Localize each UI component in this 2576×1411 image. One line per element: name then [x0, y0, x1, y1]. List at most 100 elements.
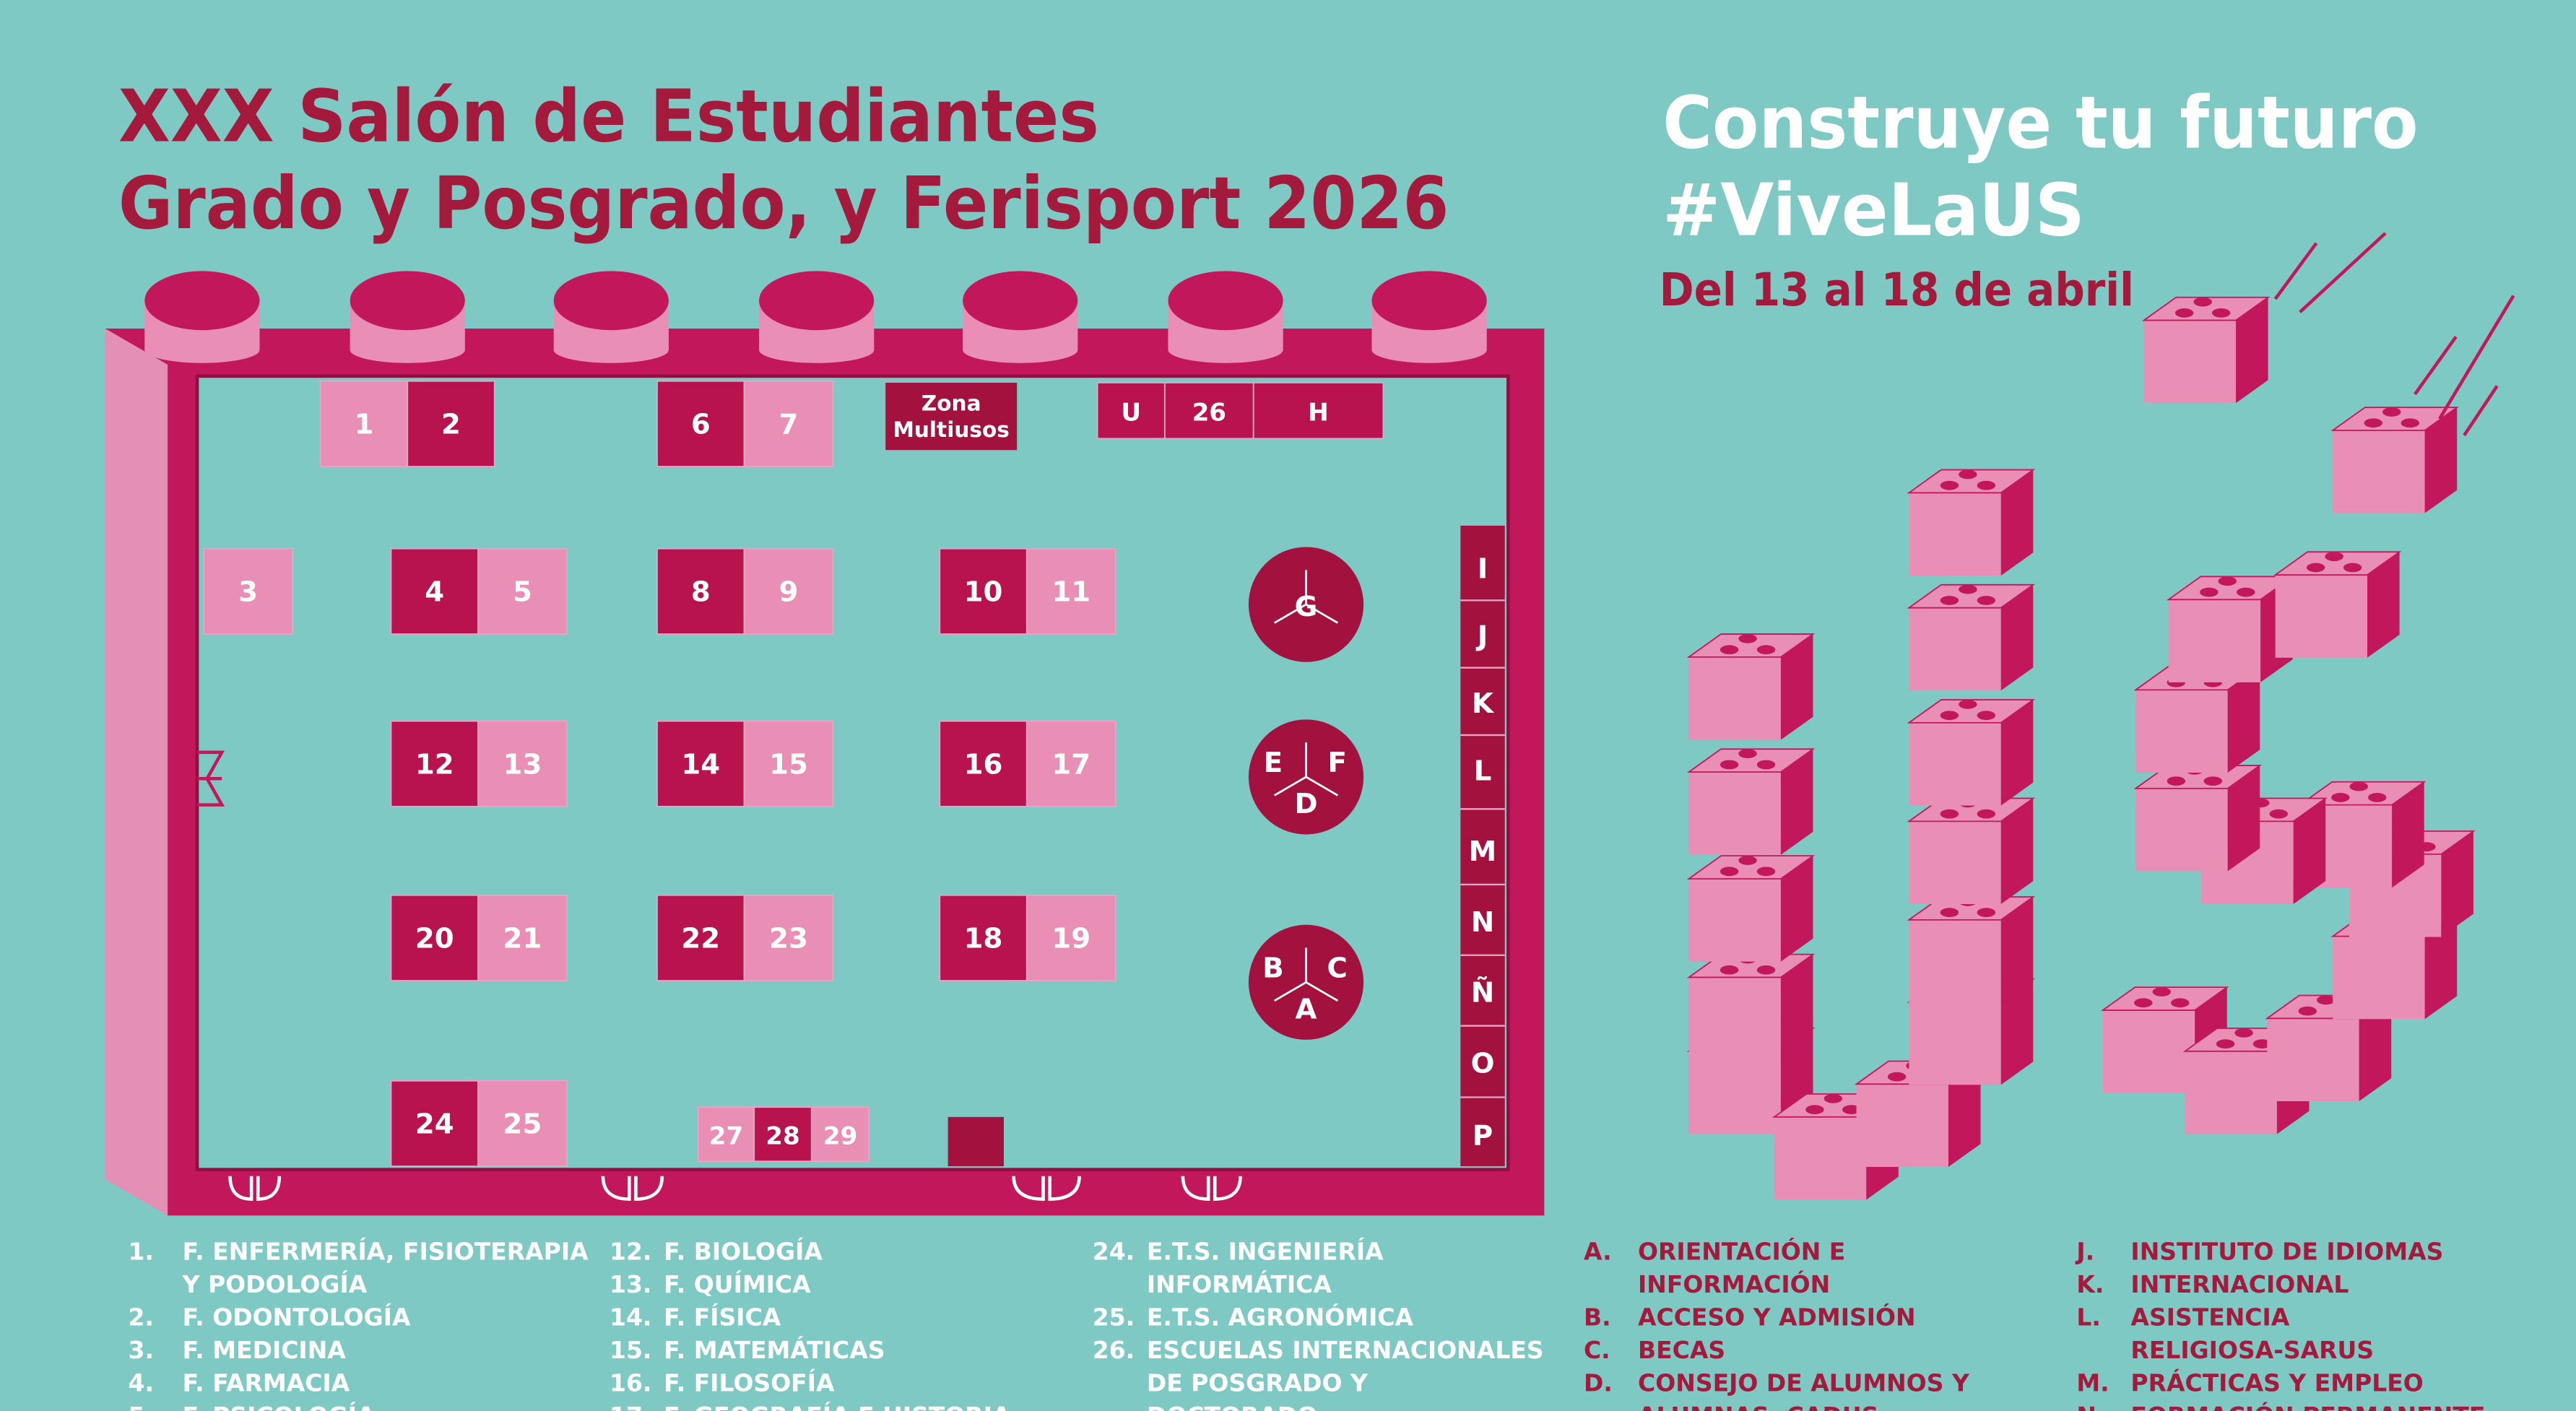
legend-text: F. FILOSOFÍA — [664, 1368, 835, 1397]
circle-label: C — [1327, 952, 1348, 984]
cube-stud — [2349, 781, 2369, 791]
stud-top — [1168, 271, 1283, 331]
cube-stud — [1719, 645, 1739, 655]
booth — [477, 894, 568, 981]
column-label: P — [1473, 1119, 1493, 1152]
column-label: L — [1474, 755, 1492, 788]
booth — [939, 720, 1028, 807]
legend-key: 5. — [129, 1402, 154, 1411]
motion-line — [2414, 335, 2458, 396]
cube-stud — [1738, 634, 1757, 643]
stud-bottom — [1168, 337, 1283, 363]
booth-label: 24 — [415, 1108, 454, 1141]
circle-label: E — [1264, 747, 1283, 779]
booth-label: 26 — [1192, 398, 1226, 427]
legend-text: F. FARMACIA — [183, 1369, 350, 1397]
column-label: M — [1469, 835, 1496, 868]
booth — [319, 380, 409, 467]
booth — [743, 547, 834, 635]
booth — [203, 547, 293, 635]
cube-front — [2275, 575, 2368, 658]
booth-label: 11 — [1051, 576, 1090, 609]
title: XXX Salón de Estudiantes — [118, 74, 1099, 159]
legend-key: 17. — [610, 1402, 651, 1411]
cube-side — [2000, 584, 2034, 691]
column-label: I — [1478, 553, 1488, 586]
legend-text: F. MEDICINA — [183, 1336, 347, 1364]
cube-stud — [1977, 908, 1996, 918]
booth-label: 18 — [964, 923, 1003, 955]
booth — [1025, 894, 1116, 981]
studs — [144, 271, 1487, 363]
booth — [1163, 382, 1254, 440]
circle-divider — [1274, 570, 1338, 624]
cube-stud — [1719, 760, 1739, 770]
cube-stud — [1959, 700, 1977, 709]
cube-side — [2367, 552, 2400, 658]
cube-stud — [2401, 418, 2419, 428]
column-label: O — [1471, 1047, 1495, 1080]
booth — [1252, 382, 1384, 440]
legend-key: 25. — [1093, 1303, 1135, 1332]
booth-label: 10 — [964, 576, 1003, 609]
cube-front — [2168, 599, 2261, 682]
legend-text: F. QUÍMICA — [664, 1269, 811, 1298]
cube-front — [1909, 821, 2001, 905]
legend-text: INFORMÁTICA — [1147, 1269, 1332, 1298]
zone-label: Multiusos — [893, 417, 1009, 442]
booth-label: 14 — [681, 748, 720, 781]
legend-text: RELIGIOSA-SARUS — [2130, 1336, 2374, 1364]
column-label: J — [1475, 620, 1488, 653]
legend-key: 26. — [1093, 1336, 1135, 1364]
cube-stud — [2216, 1039, 2235, 1049]
cube-top — [2100, 986, 2229, 1011]
stud-top — [1371, 271, 1487, 331]
legend-key: A. — [1584, 1238, 1612, 1266]
booth — [656, 894, 745, 981]
booth — [656, 720, 745, 807]
door — [601, 1176, 664, 1201]
cube-front — [1909, 492, 2001, 576]
legend-key: 24. — [1093, 1238, 1135, 1266]
cube-stud — [1738, 856, 1757, 865]
cube-side — [2424, 913, 2458, 1020]
cube-stud — [2252, 1039, 2272, 1049]
booth-label: 12 — [415, 748, 454, 781]
cube-front — [2135, 690, 2228, 773]
booth — [477, 1080, 568, 1167]
booth — [1025, 547, 1116, 635]
door — [1181, 1176, 1242, 1201]
cube-top — [1686, 748, 1816, 773]
cube-stud — [1719, 867, 1739, 877]
door — [197, 750, 225, 807]
booth-label: 6 — [691, 409, 711, 441]
cube-stud — [2298, 1006, 2317, 1016]
legend-text: DE POSGRADO Y — [1147, 1369, 1369, 1397]
booth-label: 1 — [355, 409, 374, 441]
booth — [390, 547, 479, 635]
cube-stud — [2382, 407, 2401, 417]
cube-side — [2000, 798, 2034, 905]
legend-text: F. PSICOLOGÍA — [183, 1401, 376, 1411]
booth — [743, 894, 834, 981]
slogan: #ViveLaUS — [1662, 168, 2085, 252]
stud-bottom — [144, 337, 260, 363]
cube-side — [2227, 765, 2260, 872]
doors — [228, 1176, 1242, 1201]
cube-side — [1780, 954, 1813, 1061]
cube-front — [1909, 607, 2001, 691]
cube-stud — [1940, 480, 1959, 490]
cube-side — [2000, 700, 2034, 806]
cube-front — [1909, 722, 2001, 806]
stud-top — [144, 271, 260, 331]
cube-side — [2000, 978, 2034, 1085]
cube-front — [2143, 320, 2237, 404]
dates: Del 13 al 18 de abril — [1660, 264, 2134, 317]
cube-top — [1907, 583, 2036, 609]
cube-stud — [1823, 1093, 1843, 1103]
booth-label: U — [1121, 398, 1141, 427]
legend-text: F. BIOLOGÍA — [664, 1237, 823, 1266]
cube-side — [2359, 995, 2392, 1101]
cube-side — [2000, 897, 2034, 1003]
